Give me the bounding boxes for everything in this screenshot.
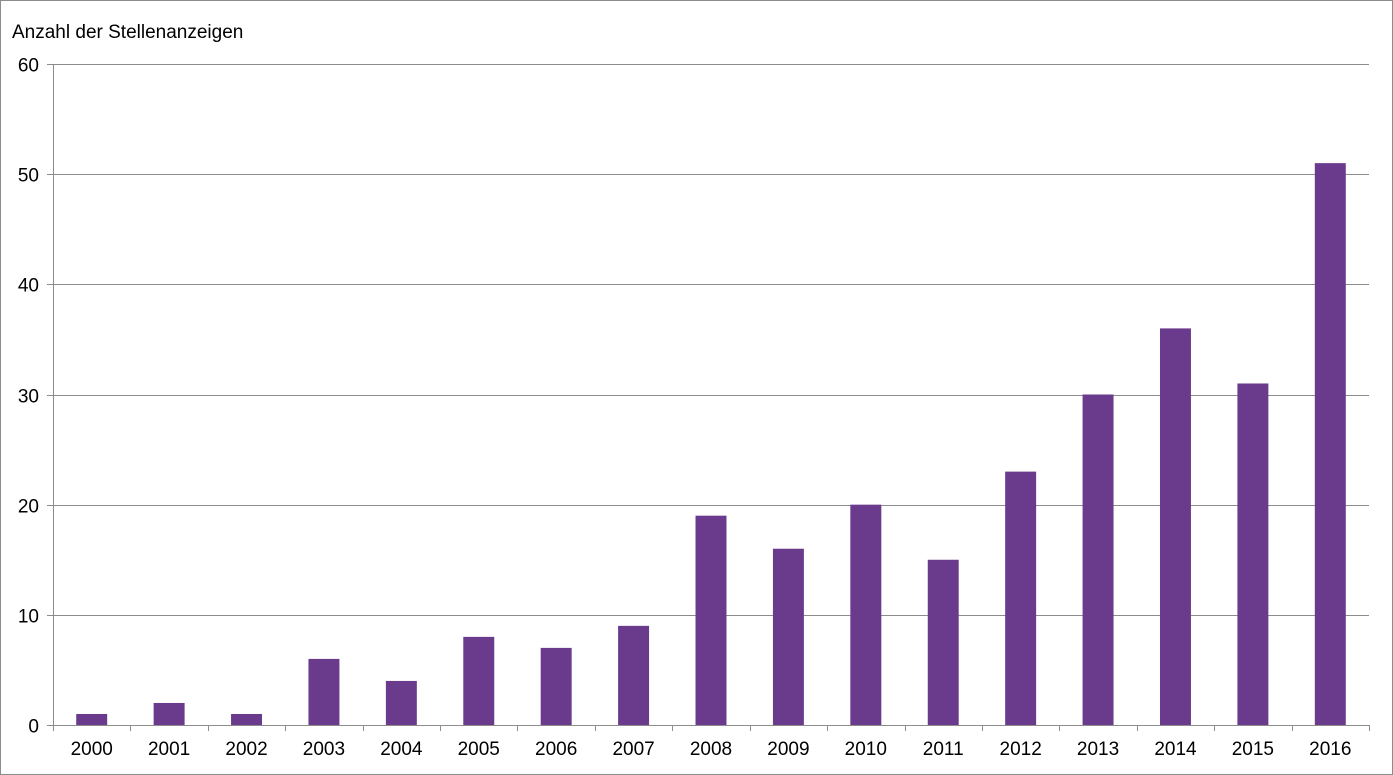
y-tick-label: 60 — [18, 56, 39, 77]
x-tick-label: 2010 — [845, 739, 887, 760]
bar — [618, 625, 650, 725]
x-tick-label: 2006 — [535, 739, 577, 760]
gridlines — [53, 64, 1369, 616]
y-tick-label: 30 — [18, 387, 39, 408]
y-tick-label: 50 — [18, 166, 39, 187]
bar — [153, 702, 185, 725]
y-tick-label: 10 — [18, 607, 39, 628]
bar — [1237, 383, 1269, 725]
bar — [772, 548, 804, 725]
x-tick-labels: 2000 2001 2002 2003 2004 2005 2006 2007 2008 2009… — [71, 739, 1352, 760]
x-tick-label: 2009 — [767, 739, 809, 760]
y-tick-labels: 0 10 20 30 40 50 60 — [18, 56, 39, 738]
y-tick-label: 0 — [28, 717, 39, 738]
bar — [850, 504, 882, 725]
x-tick-label: 2000 — [71, 739, 113, 760]
bar — [385, 680, 417, 725]
x-tick-label: 2002 — [225, 739, 267, 760]
x-tick-label: 2016 — [1309, 739, 1351, 760]
bar — [308, 658, 340, 725]
bar — [231, 713, 263, 725]
x-tick-label: 2012 — [1000, 739, 1042, 760]
bar — [1082, 394, 1114, 725]
x-tick-label: 2013 — [1077, 739, 1119, 760]
bar — [695, 515, 727, 725]
bar — [76, 713, 108, 725]
y-axis-title: Anzahl der Stellenanzeigen — [12, 22, 243, 43]
x-tick-label: 2011 — [923, 739, 964, 760]
x-tick-label: 2003 — [303, 739, 345, 760]
bar — [1314, 163, 1346, 725]
bar — [1159, 328, 1191, 725]
x-tick-label: 2015 — [1232, 739, 1274, 760]
y-tick-label: 20 — [18, 497, 39, 518]
x-tick-label: 2007 — [612, 739, 654, 760]
x-tick-label: 2008 — [690, 739, 732, 760]
bar — [540, 647, 572, 725]
x-tick-label: 2014 — [1154, 739, 1197, 760]
x-tick-label: 2001 — [148, 739, 190, 760]
bar — [927, 559, 959, 725]
x-tick-label: 2004 — [380, 739, 423, 760]
x-tick-label: 2005 — [458, 739, 500, 760]
bar — [463, 636, 495, 725]
axes — [47, 64, 1370, 731]
bar — [1005, 471, 1037, 725]
y-tick-label: 40 — [18, 276, 39, 297]
bars — [76, 163, 1346, 725]
